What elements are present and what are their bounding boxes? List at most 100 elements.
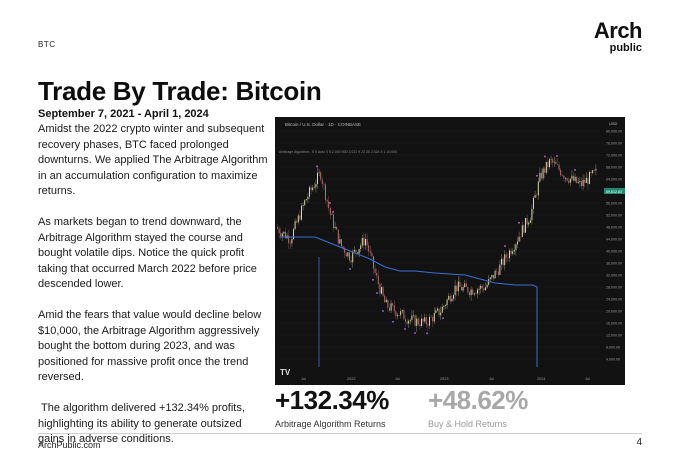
candle-body: [585, 177, 587, 183]
candle-body: [573, 175, 574, 181]
price-chart: 80,000.00 76,000.00 72,000.00 68,000.00 64,0…: [275, 117, 625, 385]
candle-body: [432, 317, 434, 322]
candle-body: [403, 310, 405, 320]
price-candles: [277, 155, 597, 367]
buy-hold-returns-stat: +48.62% Buy & Hold Returns: [428, 386, 528, 429]
candle-body: [293, 229, 294, 240]
candle-body: [435, 310, 437, 313]
page-title: Trade By Trade: Bitcoin: [38, 76, 322, 106]
candle-body: [392, 303, 394, 306]
candle-body: [563, 175, 565, 179]
candle-body: [446, 299, 448, 306]
candle-body: [582, 179, 584, 186]
candle-body: [592, 170, 594, 174]
candle-body: [411, 315, 413, 320]
candle-body: [315, 184, 317, 188]
candle-body: [405, 319, 406, 322]
candle-body: [417, 318, 419, 325]
candle-body: [531, 208, 533, 221]
candle-body: [440, 312, 442, 316]
candle-body: [529, 220, 531, 223]
candle-body: [502, 258, 504, 266]
candle-body: [313, 187, 315, 188]
candle-body: [552, 159, 554, 163]
candle-body: [469, 292, 470, 296]
candle-body: [491, 274, 493, 278]
sell-marker: [574, 169, 576, 171]
buy-marker: [382, 310, 384, 312]
candle-body: [537, 181, 539, 196]
candle-body: [574, 176, 576, 181]
candle-body: [557, 164, 558, 165]
candle-body: [461, 287, 462, 291]
candle-body: [507, 257, 509, 259]
candle-body: [376, 272, 378, 276]
candle-body: [280, 232, 282, 237]
candle-body: [305, 199, 307, 201]
candle-body: [409, 319, 411, 321]
candle-body: [485, 287, 486, 291]
candle-body: [560, 169, 562, 176]
asset-tag: BTC: [38, 40, 56, 49]
logo-sub: public: [609, 42, 642, 54]
candle-body: [553, 161, 555, 163]
candle-body: [331, 214, 333, 215]
candle-body: [350, 260, 352, 263]
candle-body: [353, 249, 355, 252]
candle-body: [528, 222, 530, 225]
candle-body: [321, 179, 323, 184]
candle-body: [534, 195, 536, 198]
last-price-tag-bg: [604, 188, 625, 194]
candle-body: [462, 286, 464, 291]
candle-body: [318, 172, 320, 174]
sell-marker: [556, 155, 558, 157]
candle-body: [595, 168, 597, 171]
candle-body: [424, 317, 426, 322]
algorithm-equity-line: [279, 236, 538, 367]
stat-label: Buy & Hold Returns: [428, 418, 508, 429]
candle-body: [406, 321, 408, 324]
candle-body: [421, 318, 422, 326]
buy-marker: [349, 268, 351, 270]
sell-marker: [316, 165, 318, 168]
candle-body: [304, 200, 306, 206]
candle-body: [512, 251, 514, 254]
buy-marker: [442, 317, 444, 319]
candle-body: [352, 251, 354, 263]
y-tick-label: 80,000.00: [606, 129, 622, 133]
y-tick-label: 28,000.00: [606, 285, 622, 289]
candle-body: [448, 295, 450, 300]
candle-body: [438, 308, 440, 316]
candle-body: [430, 316, 432, 318]
candle-body: [536, 195, 538, 196]
candle-body: [342, 246, 344, 249]
candle-body: [505, 254, 507, 258]
footer-url[interactable]: ArchPublic.com: [38, 440, 101, 450]
candle-body: [547, 161, 549, 168]
candle-body: [296, 221, 298, 223]
candle-body: [414, 315, 416, 326]
candle-body: [569, 178, 571, 183]
candle-body: [289, 242, 291, 244]
candle-body: [451, 298, 453, 302]
x-tick-label: Jul: [489, 377, 494, 381]
candle-body: [339, 239, 341, 244]
buy-marker: [404, 328, 406, 330]
y-tick-label: 56,000.00: [606, 201, 622, 205]
candle-body: [558, 164, 560, 170]
candle-body: [377, 275, 379, 285]
sell-marker: [504, 245, 506, 247]
candle-body: [576, 176, 578, 183]
candle-body: [288, 235, 290, 243]
candle-body: [437, 308, 438, 311]
candle-body: [384, 295, 386, 303]
candle-body: [408, 320, 410, 324]
candle-body: [387, 299, 389, 308]
sell-marker: [332, 211, 334, 213]
tradingview-logo-icon: TV: [280, 368, 291, 377]
y-tick-label: 32,000.00: [606, 273, 622, 277]
candle-body: [489, 277, 491, 280]
y-tick-label: 36,000.00: [606, 261, 622, 265]
candle-body: [493, 274, 494, 279]
candle-body: [358, 249, 360, 254]
